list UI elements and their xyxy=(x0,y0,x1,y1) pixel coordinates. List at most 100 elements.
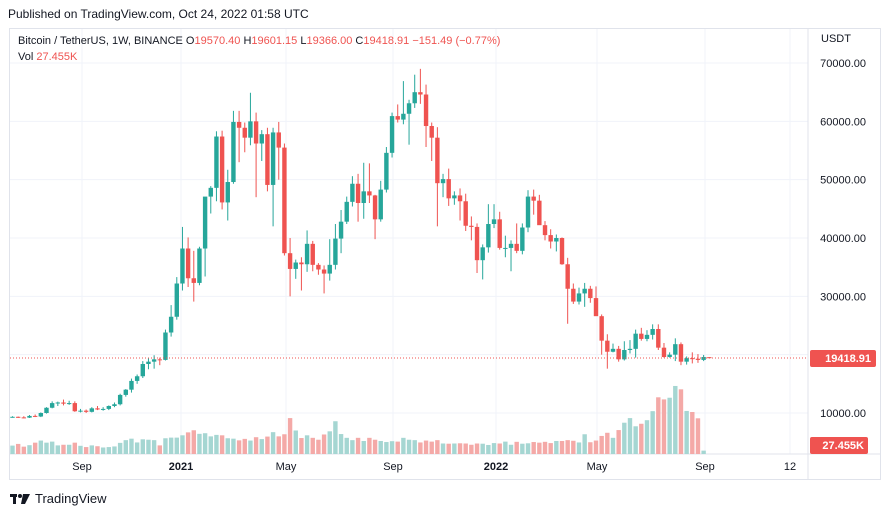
volume-bar xyxy=(605,432,610,454)
candle-body xyxy=(656,329,661,348)
open-value: 19570.40 xyxy=(194,35,241,47)
volume-bar xyxy=(401,437,406,454)
volume-bar xyxy=(639,423,644,454)
volume-bar xyxy=(10,445,15,454)
candle-body xyxy=(474,226,480,261)
volume-bar xyxy=(134,442,140,454)
volume-bar xyxy=(106,447,112,454)
volume-bar xyxy=(429,441,434,454)
volume-bar xyxy=(457,443,463,454)
candle-body xyxy=(503,247,508,249)
tradingview-logo[interactable]: TradingView xyxy=(10,491,107,506)
candle-body xyxy=(270,132,276,185)
volume-bar xyxy=(463,443,468,454)
volume-bar xyxy=(452,443,457,454)
currency-label[interactable]: USDT xyxy=(821,33,851,45)
chart-frame[interactable] xyxy=(9,28,881,480)
candle-body xyxy=(78,410,83,412)
volume-bar xyxy=(469,444,474,454)
volume-bar xyxy=(491,443,497,454)
volume-bar xyxy=(15,443,21,454)
candle-body xyxy=(610,348,616,352)
volume-bar xyxy=(316,439,321,454)
volume-bar xyxy=(112,446,117,454)
close-value: 19418.91 xyxy=(363,35,410,47)
volume-bar xyxy=(236,440,242,454)
candle-body xyxy=(667,354,672,358)
candle-body xyxy=(480,247,485,261)
candle-body xyxy=(520,227,525,251)
volume-bar xyxy=(378,440,383,454)
volume-bar xyxy=(27,445,32,454)
candle-body xyxy=(27,415,32,418)
symbol-title[interactable]: Bitcoin / TetherUS, 1W, BINANCE xyxy=(18,35,183,47)
candle-body xyxy=(321,269,327,274)
candle-body xyxy=(276,132,281,148)
candle-body xyxy=(684,358,689,362)
candle-body xyxy=(44,407,49,413)
candle-body xyxy=(661,347,667,358)
candle-body xyxy=(542,225,548,236)
candles xyxy=(10,68,712,419)
volume-bar xyxy=(610,437,616,454)
candle-body xyxy=(208,187,213,197)
volume-bar xyxy=(44,442,49,454)
candle-body xyxy=(582,288,587,294)
candle-body xyxy=(418,92,423,95)
candle-body xyxy=(650,329,655,335)
price-tick-label: 50000.00 xyxy=(820,175,866,187)
candle-body xyxy=(49,403,55,408)
volume-bar xyxy=(304,435,310,454)
volume-bar xyxy=(690,412,695,454)
volume-bar xyxy=(117,442,123,454)
candle-body xyxy=(384,152,389,190)
volume-bar xyxy=(293,430,298,454)
candle-body xyxy=(514,243,519,251)
volume-bar xyxy=(151,440,157,454)
volume-bar xyxy=(157,445,162,454)
candle-body xyxy=(225,182,230,203)
candle-body xyxy=(174,283,179,317)
price-tick-label: 40000.00 xyxy=(820,233,866,245)
candle-body xyxy=(265,134,270,185)
volume-bar xyxy=(571,440,576,454)
volume-bar xyxy=(701,450,706,454)
candle-body xyxy=(554,238,559,242)
volume-bar xyxy=(406,439,412,454)
candle-body xyxy=(446,179,451,199)
candle-body xyxy=(248,121,253,138)
volume-bar xyxy=(542,441,548,454)
candle-body xyxy=(452,195,457,199)
volume-bar xyxy=(299,438,304,454)
time-tick-label: Sep xyxy=(72,461,92,473)
volume-bar xyxy=(559,440,565,454)
time-tick-label: Sep xyxy=(383,461,403,473)
volume-tag xyxy=(810,437,868,454)
candle-body xyxy=(548,235,553,242)
volume-bar xyxy=(214,434,219,454)
volume-bar xyxy=(344,437,349,454)
low-value: 19366.00 xyxy=(306,35,353,47)
candle-body xyxy=(146,361,151,365)
candle-body xyxy=(463,201,468,226)
candle-body xyxy=(100,408,106,410)
candle-body xyxy=(395,116,400,120)
candle-body xyxy=(55,402,61,404)
volume-label[interactable]: Vol xyxy=(18,51,34,63)
price-tick-label: 30000.00 xyxy=(820,291,866,303)
volume-bar xyxy=(78,445,83,454)
candle-body xyxy=(219,136,225,203)
candle-body xyxy=(389,116,395,153)
candle-body xyxy=(253,121,259,144)
last-price-tag-text: 19418.91 xyxy=(825,353,871,365)
candle-body xyxy=(423,94,429,127)
volume-bar xyxy=(333,421,338,454)
volume-bar xyxy=(520,443,525,454)
candle-body xyxy=(457,195,463,202)
volume-bar xyxy=(185,432,191,454)
candle-body xyxy=(531,196,536,201)
volume-bar xyxy=(32,442,38,454)
time-axis: Sep 2021 May Sep 2022 May Sep 12 xyxy=(72,461,796,473)
tradingview-brand: TradingView xyxy=(35,491,107,506)
